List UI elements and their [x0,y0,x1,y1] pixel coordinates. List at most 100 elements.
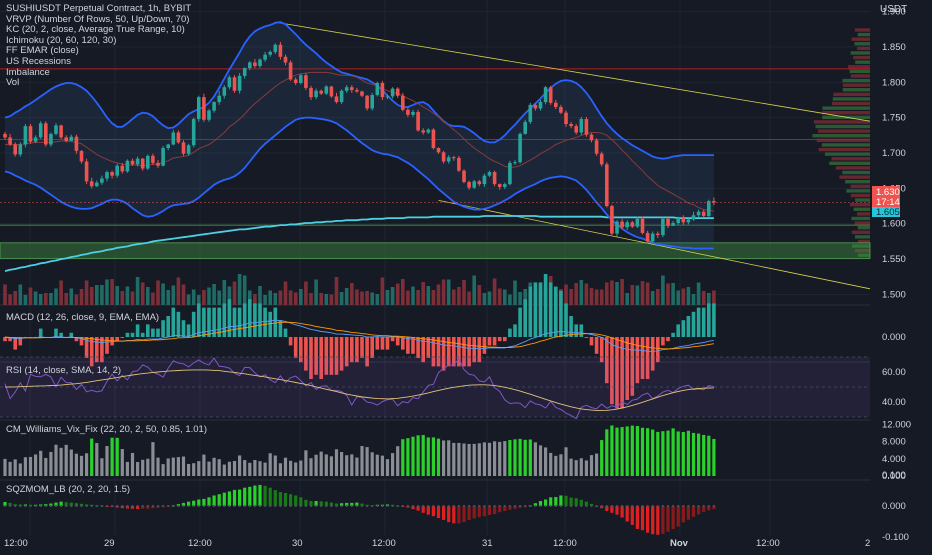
squeeze-dot [177,504,180,508]
squeeze-dot [65,504,68,508]
macd-histogram-bar [273,307,278,337]
squeeze-momentum-bar [350,502,354,506]
volume-bar [497,288,502,305]
vix-fix-bar [299,460,303,476]
candle-body [339,90,344,103]
volume-profile-row [846,189,870,193]
squeeze-dot [697,504,700,508]
volume-bar [523,289,527,305]
volume-bar [171,285,176,305]
macd-histogram-bar [171,307,176,337]
vix-fix-bar [651,429,655,476]
symbol-title[interactable]: SUSHIUSDT Perpetual Contract, 1h, BYBIT [6,3,192,14]
squeeze-dot [411,504,415,508]
volume-profile-row [851,244,870,248]
sqzmom-label[interactable]: SQZMOM_LB (20, 2, 20, 1.5) [6,484,131,495]
candle-body [436,148,441,153]
squeeze-momentum-bar [69,502,73,506]
legend-imbalance[interactable]: Imbalance [6,66,50,78]
squeeze-momentum-bar [538,501,543,506]
vix-fix-bar [258,461,262,476]
candle-body [263,54,267,60]
candle-body [594,140,599,154]
volume-bar [650,291,655,305]
volume-profile-row [855,60,870,64]
legend-vrvp[interactable]: VRVP (Number Of Rows, 50, Up/Down, 70) [6,13,190,25]
price-tick-label: 1.800 [882,77,906,88]
price-axis[interactable]: USDT 1.9001.8501.8001.7501.7001.6501.600… [880,4,911,543]
squeeze-dot [626,504,629,508]
volume-bar [38,294,43,305]
macd-histogram-bar [523,299,527,337]
squeeze-dot [44,504,47,508]
volume-bar [253,294,257,305]
rsi-label[interactable]: RSI (14, close, SMA, 14, 2) [6,365,122,376]
macd-histogram-bar [3,337,7,342]
squeeze-momentum-bar [64,502,68,506]
volume-bar [503,289,507,305]
vix-fix-bar [171,457,175,476]
legend-ichimoku[interactable]: Ichimoku (20, 60, 120, 30) [6,34,117,46]
vix-fix-label[interactable]: CM_Williams_Vix_Fix (22, 20, 2, 50, 0.85… [6,424,207,435]
vix-fix-bar [222,464,226,476]
time-tick-label: 30 [292,538,303,549]
candle-body [135,158,140,165]
legend-kc[interactable]: KC (20, 2, close, Average True Range, 10… [6,24,185,36]
squeeze-dot [524,504,527,508]
macd-histogram-bar [395,337,400,346]
keltner-lower [4,116,714,250]
squeeze-momentum-bar [498,506,502,513]
squeeze-momentum-pane [3,484,716,535]
squeeze-momentum-bar [54,502,58,506]
vix-fix-bar [90,438,94,476]
vix-fix-bar [503,441,507,476]
candle-body [115,165,119,176]
squeeze-momentum-bar [314,501,318,506]
time-axis[interactable]: 12:00 29 12:00 30 12:00 31 12:00 Nov 12:00 2 [4,538,870,549]
macd-histogram-bar [681,320,686,337]
vix-fix-bar [85,453,89,476]
candle-body [237,75,242,91]
squeeze-momentum-bar [452,506,456,524]
vix-fix-bar [482,442,486,476]
macd-histogram-bar [232,307,237,337]
macd-histogram-bar [406,337,410,354]
candle-body [395,88,400,96]
macd-label[interactable]: MACD (12, 26, close, 9, EMA, EMA) [6,312,160,323]
vix-fix-bar [615,427,619,476]
candle-body [467,182,471,188]
volume-bar [3,284,7,305]
macd-histogram-bar [38,328,43,337]
macd-histogram-bar [691,311,696,337]
macd-histogram-bar [518,307,522,337]
volume-bar [630,285,635,305]
legend-ff-emar[interactable]: FF EMAR (close) [6,45,79,57]
macd-histogram-bar [334,337,339,375]
legend-vol[interactable]: Vol [6,77,20,89]
vix-fix-bar [181,456,186,476]
squeeze-momentum-bar [278,492,282,506]
squeeze-dot [218,504,221,508]
squeeze-momentum-bar [360,503,364,506]
volume-profile-row [855,198,870,202]
descending-trendline-upper [275,21,871,122]
squeeze-momentum-bar [3,501,7,506]
candle-body [3,133,7,138]
candle-body [120,165,125,172]
candlesticks[interactable] [0,41,870,244]
squeeze-momentum-bar [544,499,548,506]
macd-histogram-bar [365,337,369,367]
volume-bar [416,290,420,305]
squeeze-dot [197,504,200,508]
macd-histogram-bar [237,307,242,337]
squeeze-dot [417,504,420,508]
volume-bar [115,286,119,305]
vix-fix-bar [436,438,441,476]
vix-fix-bar [227,461,231,476]
volume-bar [477,285,482,305]
legend-us-recessions[interactable]: US Recessions [6,55,71,67]
squeeze-dot [309,504,313,508]
squeeze-dot [223,504,226,508]
